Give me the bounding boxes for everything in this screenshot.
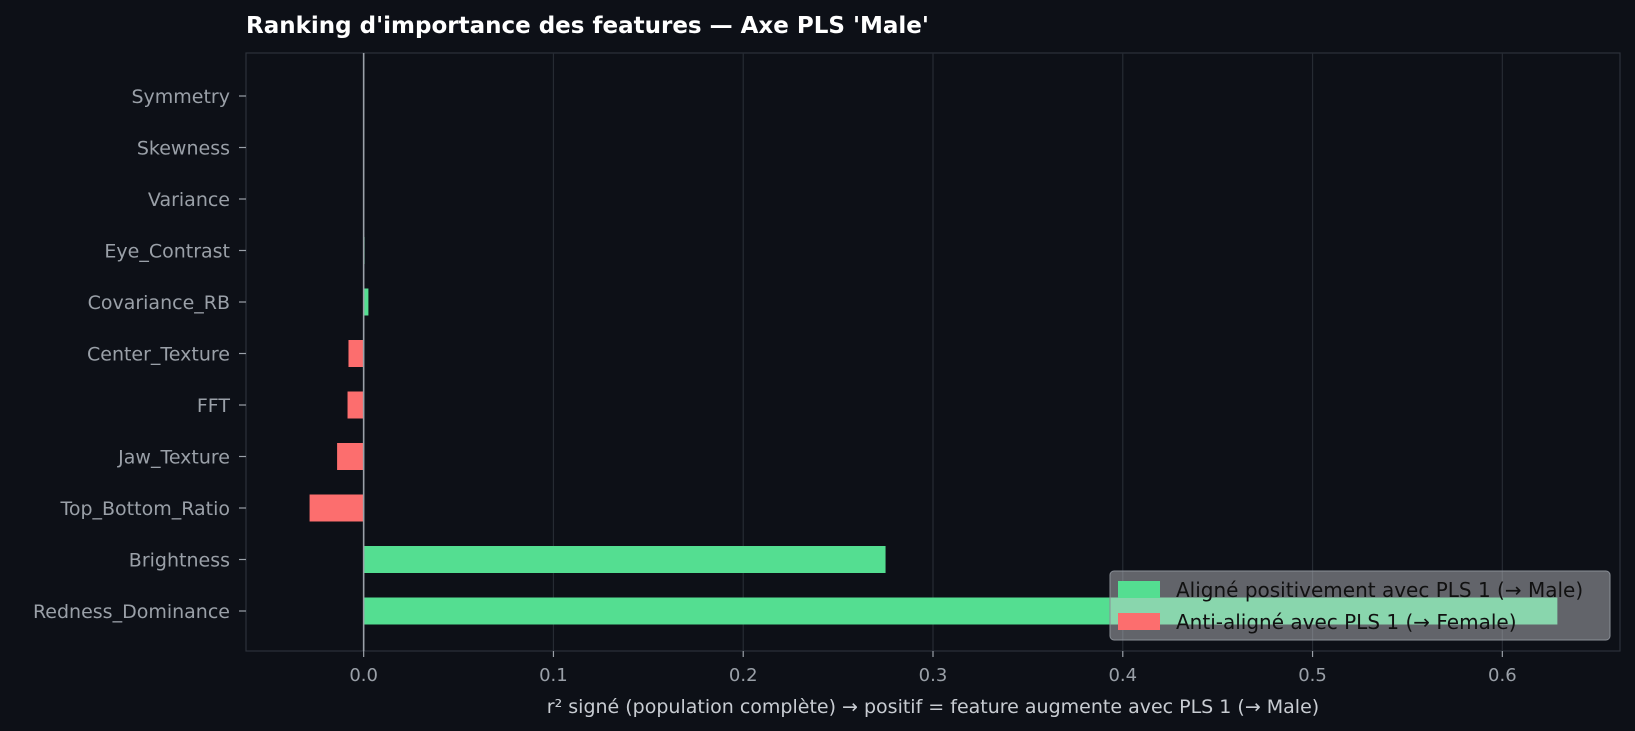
bar-covariance-rb (363, 288, 369, 316)
x-axis: 0.0 0.1 0.2 0.3 0.4 0.5 0.6 (349, 651, 1517, 686)
bar-jaw-texture (337, 443, 364, 470)
x-tick-label: 0.2 (729, 665, 758, 686)
legend-label-negative: Anti-aligné avec PLS 1 (→ Female) (1176, 610, 1517, 634)
y-tick-label: Redness_Dominance (33, 601, 230, 623)
x-tick-label: 0.0 (349, 665, 378, 686)
legend-swatch-positive (1118, 581, 1160, 598)
bar-fft (347, 391, 364, 419)
y-tick-label: Covariance_RB (88, 292, 230, 314)
bars (309, 237, 1558, 625)
y-tick-label: Center_Texture (87, 344, 230, 366)
y-tick-label: Brightness (129, 550, 230, 572)
bar-brightness (363, 546, 886, 573)
x-tick-label: 0.6 (1488, 665, 1517, 686)
bar-center-texture (348, 340, 364, 367)
y-tick-label: FFT (197, 395, 231, 417)
x-tick-label: 0.4 (1108, 665, 1137, 686)
x-tick-label: 0.3 (919, 665, 948, 686)
bar-top-bottom-ratio (309, 494, 364, 522)
bar-redness-dominance (363, 597, 1558, 625)
chart-title: Ranking d'importance des features — Axe … (246, 13, 929, 39)
y-tick-label: Variance (148, 189, 230, 211)
y-tick-label: Jaw_Texture (117, 447, 230, 469)
legend-box (1109, 570, 1611, 641)
legend-label-positive: Aligné positivement avec PLS 1 (→ Male) (1176, 578, 1583, 602)
y-tick-label: Eye_Contrast (104, 241, 230, 263)
legend: Aligné positivement avec PLS 1 (→ Male) … (1109, 570, 1611, 641)
x-tick-label: 0.5 (1298, 665, 1327, 686)
y-tick-label: Skewness (137, 138, 230, 160)
x-tick-label: 0.1 (539, 665, 568, 686)
legend-swatch-negative (1118, 613, 1160, 630)
y-tick-label: Symmetry (131, 86, 230, 108)
y-axis: Symmetry Skewness Variance Eye_Contrast Cova… (33, 86, 246, 623)
y-tick-label: Top_Bottom_Ratio (59, 498, 230, 520)
x-axis-label: r² signé (population complète) → positif… (547, 696, 1319, 718)
